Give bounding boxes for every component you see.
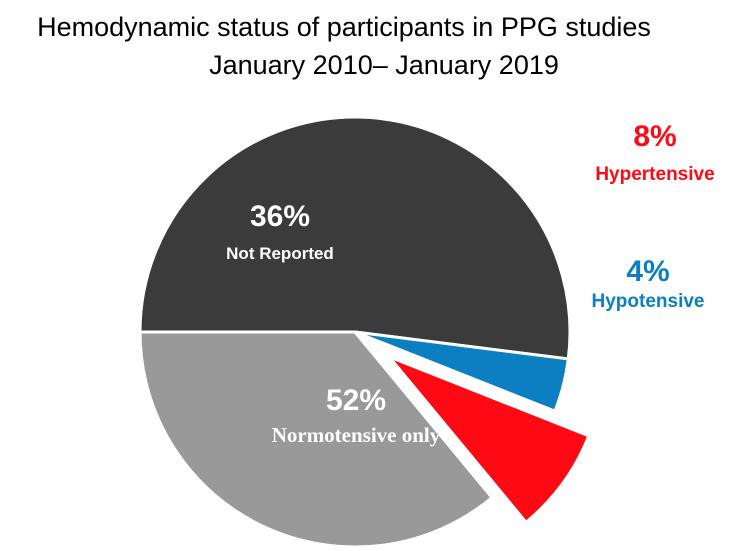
pie-slice-hypotensive [354, 330, 570, 414]
data-label-percent-hypertensive: 8% [633, 120, 676, 153]
data-label-percent-not-reported: 36% [250, 200, 310, 233]
chart-title-line-1: Hemodynamic status of participants in PP… [37, 12, 651, 42]
pie-slice-normotensive-only [138, 115, 572, 361]
data-label-category-normotensive-only: Normotensive only [272, 423, 441, 447]
pie-slice-hypertensive [387, 355, 591, 525]
data-label-percent-hypotensive: 4% [626, 255, 669, 288]
chart-title: Hemodynamic status of participants in PP… [0, 8, 738, 84]
data-label-percent-normotensive-only: 52% [326, 384, 386, 417]
data-label-category-not-reported: Not Reported [226, 244, 334, 263]
data-label-category-hypertensive: Hypertensive [595, 164, 714, 185]
chart-title-line-2: January 2010– January 2019 [209, 50, 559, 80]
data-label-category-hypotensive: Hypotensive [592, 291, 705, 312]
pie-slice-not-reported [138, 330, 495, 549]
